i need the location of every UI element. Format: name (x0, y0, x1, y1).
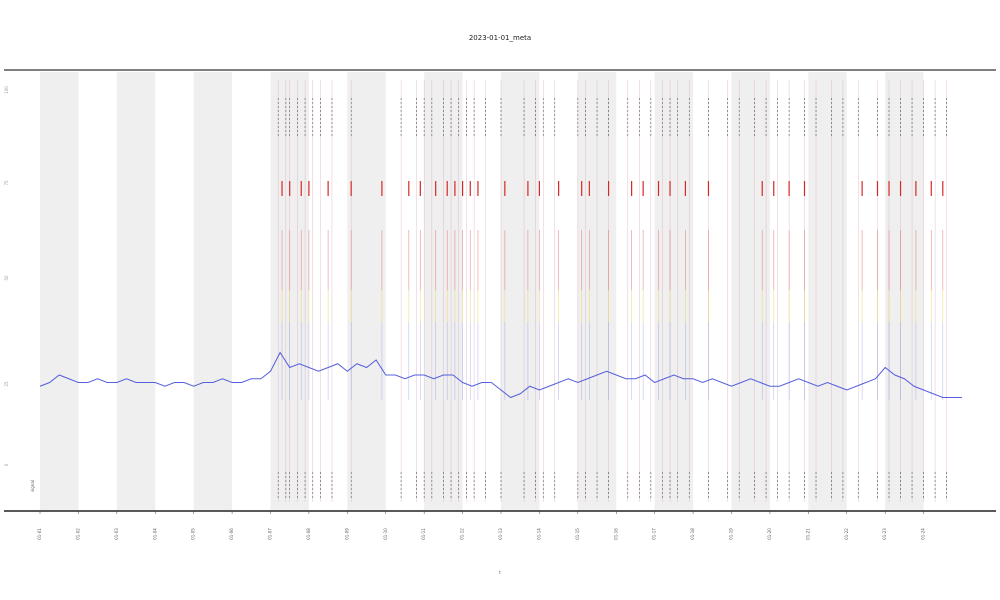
y-tick-label-3: 25 (4, 381, 9, 387)
x-ticks: 01-01 01-02 01-03 01-04 01-05 01-06 01-07 01-08… (37, 511, 926, 540)
x-tick-label-1: 01-02 (75, 528, 80, 540)
series-line-0 (39, 351, 962, 399)
shaded-band-8 (654, 72, 694, 510)
x-tick-label-22: 01-23 (882, 528, 887, 540)
x-tick-label-13: 01-14 (536, 528, 541, 540)
x-tick-label-7: 01-08 (306, 528, 311, 540)
x-tick-label-16: 01-17 (652, 528, 657, 540)
y-tick-label-1: 75 (4, 180, 9, 186)
x-tick-label-6: 01-07 (268, 528, 273, 540)
shaded-band-10 (808, 72, 847, 510)
chart-title: 2023-01-01_meta (469, 34, 531, 42)
x-tick-label-3: 01-04 (152, 528, 157, 540)
x-tick-label-10: 01-11 (421, 528, 426, 540)
shaded-band-9 (731, 72, 770, 510)
x-tick-label-2: 01-03 (114, 528, 119, 540)
x-tick-label-4: 01-05 (191, 528, 196, 540)
x-tick-label-15: 01-16 (613, 528, 618, 540)
x-tick-label-12: 01-13 (498, 528, 503, 540)
x-tick-label-11: 01-12 (460, 528, 465, 540)
shaded-band-2 (193, 72, 233, 510)
x-tick-label-20: 01-21 (805, 528, 810, 540)
y-tick-label-2: 50 (4, 275, 9, 281)
shaded-band-1 (116, 72, 156, 510)
x-tick-label-21: 01-22 (844, 528, 849, 540)
y-ticks: 100 75 50 25 0 (4, 86, 9, 467)
x-tick-label-19: 01-20 (767, 528, 772, 540)
x-tick-label-18: 01-19 (729, 528, 734, 540)
x-tick-label-23: 01-24 (921, 528, 926, 540)
shaded-band-11 (885, 72, 924, 510)
side-label: signal (30, 480, 35, 492)
y-tick-label-0: 100 (4, 86, 9, 94)
shaded-band-0 (40, 72, 79, 510)
y-tick-label-4: 0 (4, 463, 9, 466)
shaded-bands (40, 72, 924, 510)
x-tick-label-5: 01-06 (229, 528, 234, 540)
x-tick-label-9: 01-10 (383, 528, 388, 540)
series-group (39, 351, 962, 399)
x-tick-label-14: 01-15 (575, 528, 580, 540)
event-markers (281, 181, 944, 400)
x-axis-label: t (499, 570, 501, 575)
x-tick-label-0: 01-01 (37, 528, 42, 540)
shaded-band-4 (347, 72, 386, 510)
shaded-band-6 (501, 72, 540, 510)
x-tick-label-8: 01-09 (344, 528, 349, 540)
x-tick-label-17: 01-18 (690, 528, 695, 540)
